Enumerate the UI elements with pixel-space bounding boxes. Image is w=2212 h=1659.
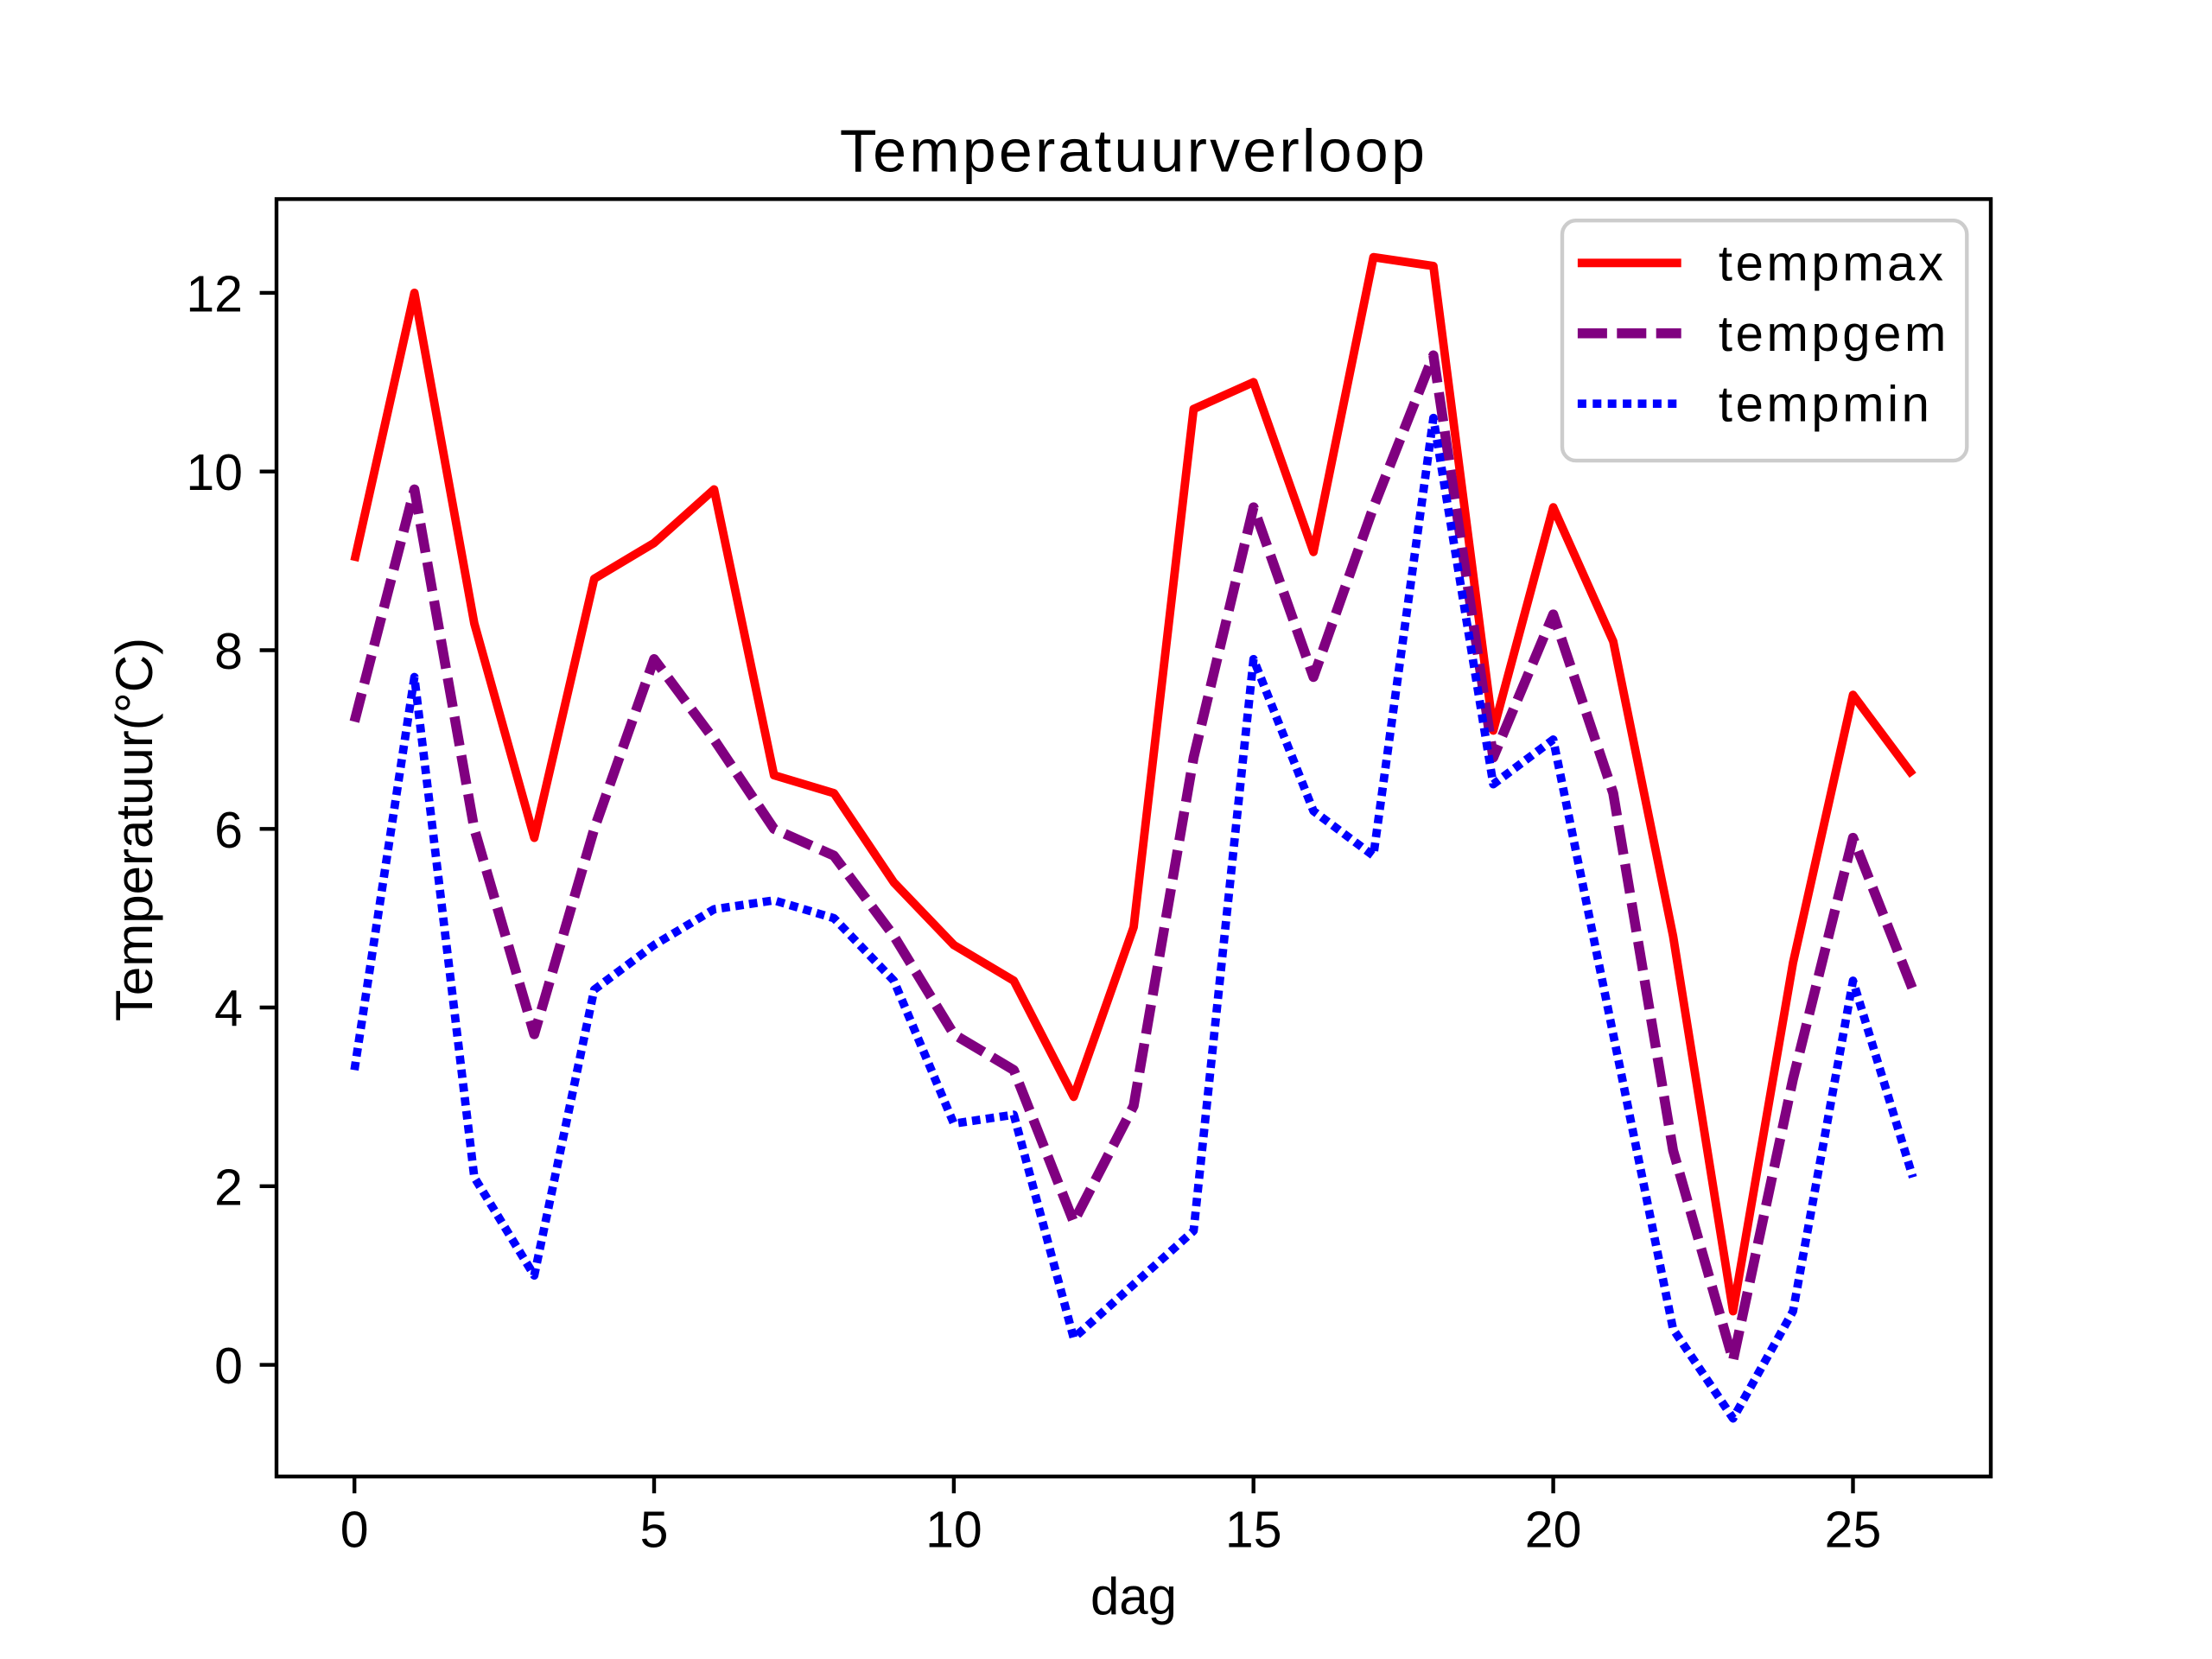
svg-text:10: 10 <box>186 444 243 501</box>
svg-text:12: 12 <box>186 265 243 322</box>
svg-text:8: 8 <box>214 623 243 680</box>
svg-text:tempmax: tempmax <box>1719 236 1947 292</box>
svg-text:5: 5 <box>640 1502 669 1559</box>
svg-text:25: 25 <box>1825 1502 1882 1559</box>
svg-text:Temperatuurverloop: Temperatuurverloop <box>840 117 1427 184</box>
svg-text:4: 4 <box>214 981 243 1038</box>
svg-text:Temperatuur(°C): Temperatuur(°C) <box>105 638 163 1021</box>
svg-text:0: 0 <box>214 1338 243 1395</box>
svg-text:15: 15 <box>1225 1502 1282 1559</box>
svg-text:6: 6 <box>214 802 243 859</box>
svg-text:20: 20 <box>1525 1502 1582 1559</box>
svg-text:dag: dag <box>1090 1567 1177 1625</box>
svg-text:0: 0 <box>340 1502 369 1559</box>
svg-text:tempmin: tempmin <box>1719 377 1933 433</box>
svg-text:tempgem: tempgem <box>1719 306 1949 362</box>
svg-text:10: 10 <box>925 1502 982 1559</box>
svg-text:2: 2 <box>214 1159 243 1216</box>
